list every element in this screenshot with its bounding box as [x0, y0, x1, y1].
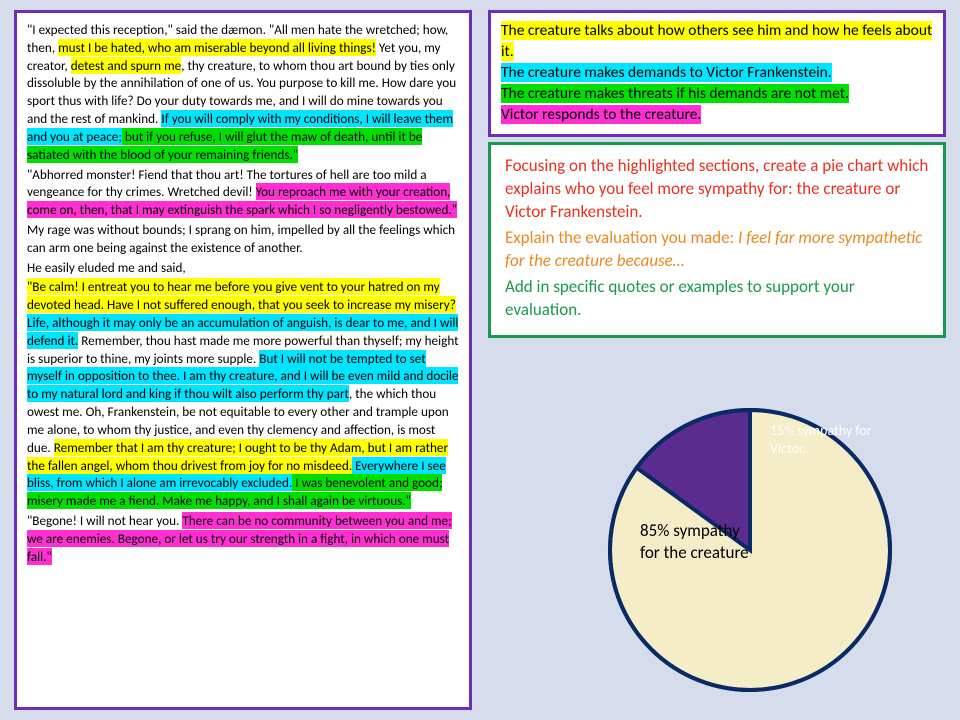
para-5: "Be calm! I entreat you to hear me befor… [27, 278, 459, 510]
seg-hl: "Be calm! I entreat you to hear me befor… [27, 278, 456, 313]
task-2a: Explain the evaluation you made: [505, 227, 738, 248]
task-line-1: Focusing on the highlighted sections, cr… [505, 155, 929, 224]
para-6: "Begone! I will not hear you. There can … [27, 512, 459, 565]
para-3: My rage was without bounds; I sprang on … [27, 221, 459, 257]
seg-hl: must I be hated, who am miserable beyond… [58, 39, 376, 56]
legend-item: The creature makes demands to Victor Fra… [501, 63, 933, 84]
pie-label-creature: 85% sympathy for the creature [640, 520, 760, 564]
legend-item: Victor responds to the creature. [501, 105, 933, 126]
para-2: "Abhorred monster! Fiend that thou art! … [27, 166, 459, 219]
task-line-2: Explain the evaluation you made: I feel … [505, 227, 929, 273]
sympathy-pie-chart: 85% sympathy for the creature 15% sympat… [600, 400, 900, 700]
passage-panel: "I expected this reception," said the dæ… [14, 10, 472, 710]
para-1: "I expected this reception," said the dæ… [27, 21, 459, 164]
task-panel: Focusing on the highlighted sections, cr… [488, 142, 946, 338]
legend-text: Victor responds to the creature. [501, 105, 701, 124]
legend-item: The creature talks about how others see … [501, 21, 933, 63]
pie-label-victor: 15% sympathy for Victor. [770, 422, 880, 458]
legend-text: The creature talks about how others see … [501, 21, 932, 61]
legend-panel: The creature talks about how others see … [488, 10, 946, 137]
seg-hl: detest and spurn me [71, 57, 181, 74]
seg: "Begone! I will not hear you. [27, 512, 182, 529]
legend-item: The creature makes threats if his demand… [501, 84, 933, 105]
task-line-3: Add in specific quotes or examples to su… [505, 276, 929, 322]
legend-text: The creature makes demands to Victor Fra… [501, 63, 832, 82]
para-4: He easily eluded me and said, [27, 259, 459, 277]
legend-text: The creature makes threats if his demand… [501, 84, 849, 103]
